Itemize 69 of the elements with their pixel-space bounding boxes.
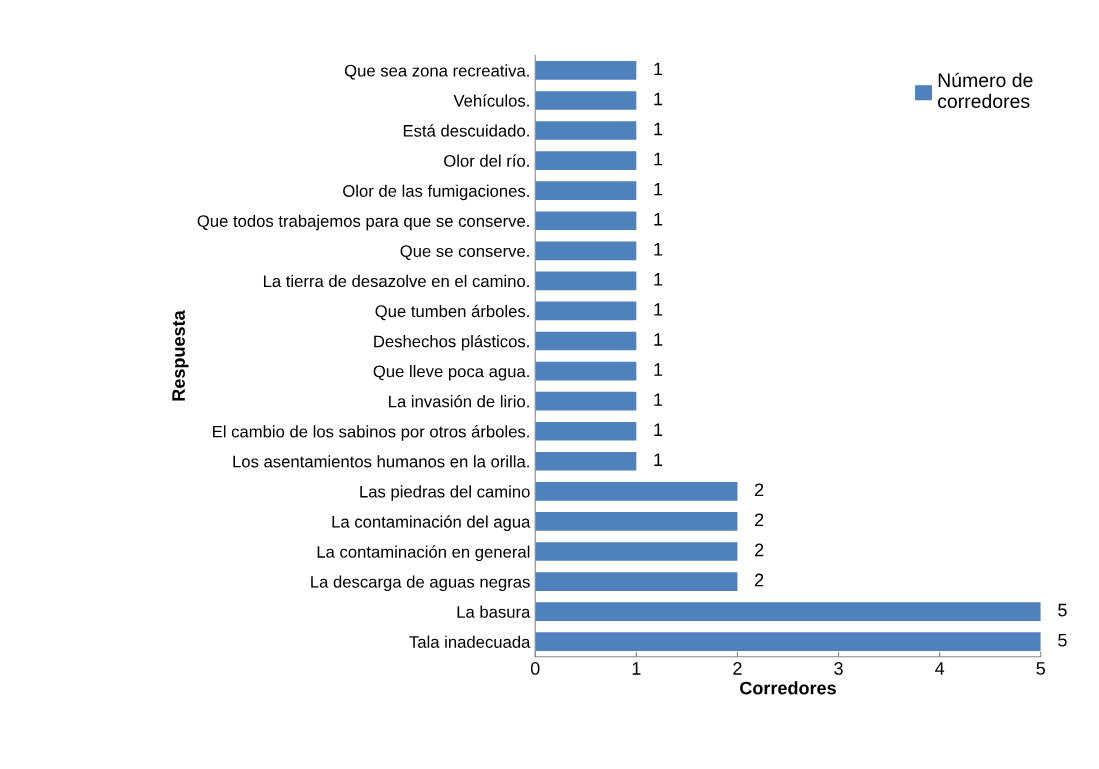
y-tick-label: Que se conserve.: [400, 245, 529, 260]
bar: [535, 91, 637, 110]
x-axis-title: Corredores: [740, 681, 836, 695]
bar: [535, 421, 637, 441]
bar: [535, 181, 637, 200]
x-tick-label: 3: [834, 662, 843, 675]
bar: [535, 602, 1041, 621]
y-tick-label: Que todos trabajemos para que se conserve.: [197, 214, 529, 231]
data-label: 1: [654, 273, 663, 286]
y-tick-label: La contaminación del agua: [332, 515, 531, 532]
bar: [535, 572, 738, 591]
data-label: 1: [654, 92, 663, 106]
data-label: 2: [755, 483, 764, 497]
data-label: 1: [654, 243, 663, 256]
y-axis-title: Respuesta: [172, 310, 189, 401]
bar: [535, 361, 637, 381]
bar: [535, 542, 738, 561]
x-tick-label: 0: [530, 662, 540, 675]
bar: [535, 482, 738, 501]
y-tick-label: Las piedras del camino: [360, 485, 530, 501]
bar: [535, 61, 637, 80]
y-tick-label: Los asentamientos humanos en la orilla.: [233, 455, 529, 468]
y-tick-label: La tierra de desazolve en el camino.: [263, 274, 529, 288]
bar: [535, 632, 1041, 652]
legend-label: Número de corredores: [938, 72, 1033, 109]
data-label: 2: [755, 543, 764, 557]
data-label: 1: [654, 212, 663, 226]
x-tick-label: 5: [1036, 662, 1046, 675]
y-tick-label: El cambio de los sabinos por otros árboles.: [213, 425, 529, 441]
bar: [535, 451, 637, 471]
data-label: 1: [654, 363, 663, 376]
data-label: 5: [1058, 633, 1067, 647]
y-tick-label: Que lleve poca agua.: [373, 365, 529, 381]
bar: [535, 301, 637, 321]
y-tick-label: Tala inadecuada: [409, 635, 531, 648]
data-label: 1: [654, 122, 663, 136]
data-label: 1: [654, 62, 663, 76]
y-tick-label: Deshechos plásticos.: [374, 334, 529, 351]
y-tick-label: Que tumben árboles.: [375, 304, 529, 321]
data-label: 1: [654, 333, 663, 346]
bar: [535, 121, 637, 140]
bar: [535, 512, 738, 531]
y-tick-label: La descarga de aguas negras: [311, 575, 530, 592]
x-tick-label: 1: [632, 662, 641, 675]
data-label: 1: [654, 423, 663, 436]
y-tick-label: Está descuidado.: [403, 124, 529, 137]
y-tick-label: Olor de las fumigaciones.: [343, 184, 529, 201]
y-tick-label: Olor del río.: [444, 154, 529, 167]
bar: [535, 241, 637, 261]
bar: [535, 151, 637, 170]
data-label: 2: [755, 513, 764, 527]
data-label: 1: [654, 303, 663, 316]
data-label: 1: [654, 152, 663, 166]
bar: [535, 391, 637, 411]
x-tick-label: 4: [935, 662, 945, 675]
data-label: 5: [1058, 603, 1067, 617]
bar: [535, 211, 637, 231]
data-label: 1: [654, 453, 663, 466]
bar: [535, 271, 637, 291]
y-tick-label: Que sea zona recreativa.: [344, 64, 529, 80]
x-tick-label: 2: [733, 662, 742, 675]
bar: [535, 331, 637, 351]
y-tick-label: Vehículos.: [453, 94, 529, 107]
data-label: 2: [755, 573, 764, 587]
y-tick-label: La basura: [457, 605, 531, 618]
y-tick-label: La contaminación en general: [317, 545, 530, 562]
y-tick-label: La invasión de lirio.: [389, 394, 529, 408]
data-label: 1: [654, 182, 663, 196]
data-label: 1: [654, 393, 663, 406]
